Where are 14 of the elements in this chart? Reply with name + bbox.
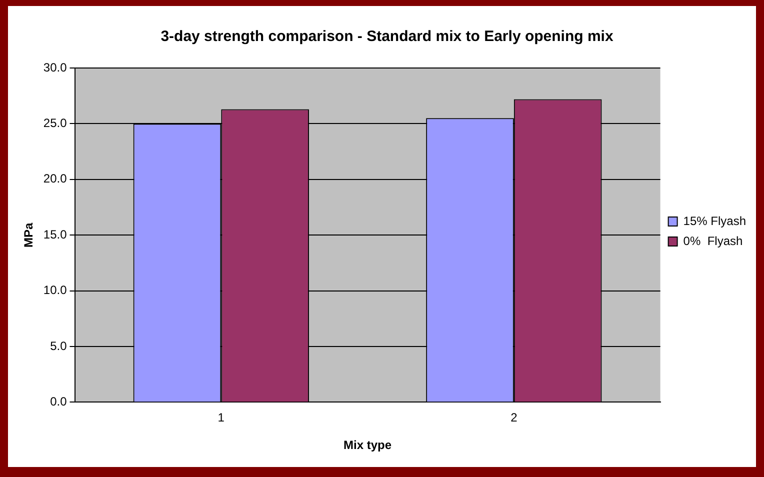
legend-label: 0% Flyash — [683, 234, 743, 248]
y-tick-label: 15.0 — [43, 227, 68, 242]
y-tick-label: 5.0 — [50, 338, 68, 353]
y-tick-label: 25.0 — [43, 116, 68, 130]
chart-title: 3-day strength comparison - Standard mix to Early opening mix — [160, 28, 614, 46]
x-tick-label: 2 — [510, 410, 518, 425]
y-tick-label: 30.0 — [43, 60, 68, 74]
y-tick-label: 10.0 — [43, 283, 68, 298]
y-axis-title: MPa — [22, 222, 36, 248]
x-axis-title: Mix type — [344, 438, 392, 452]
y-tick-label: 0.0 — [50, 394, 68, 409]
y-tick-label: 20.0 — [43, 172, 68, 186]
x-tick-label: 1 — [218, 410, 225, 425]
legend-label: 15% Flyash — [683, 214, 746, 228]
